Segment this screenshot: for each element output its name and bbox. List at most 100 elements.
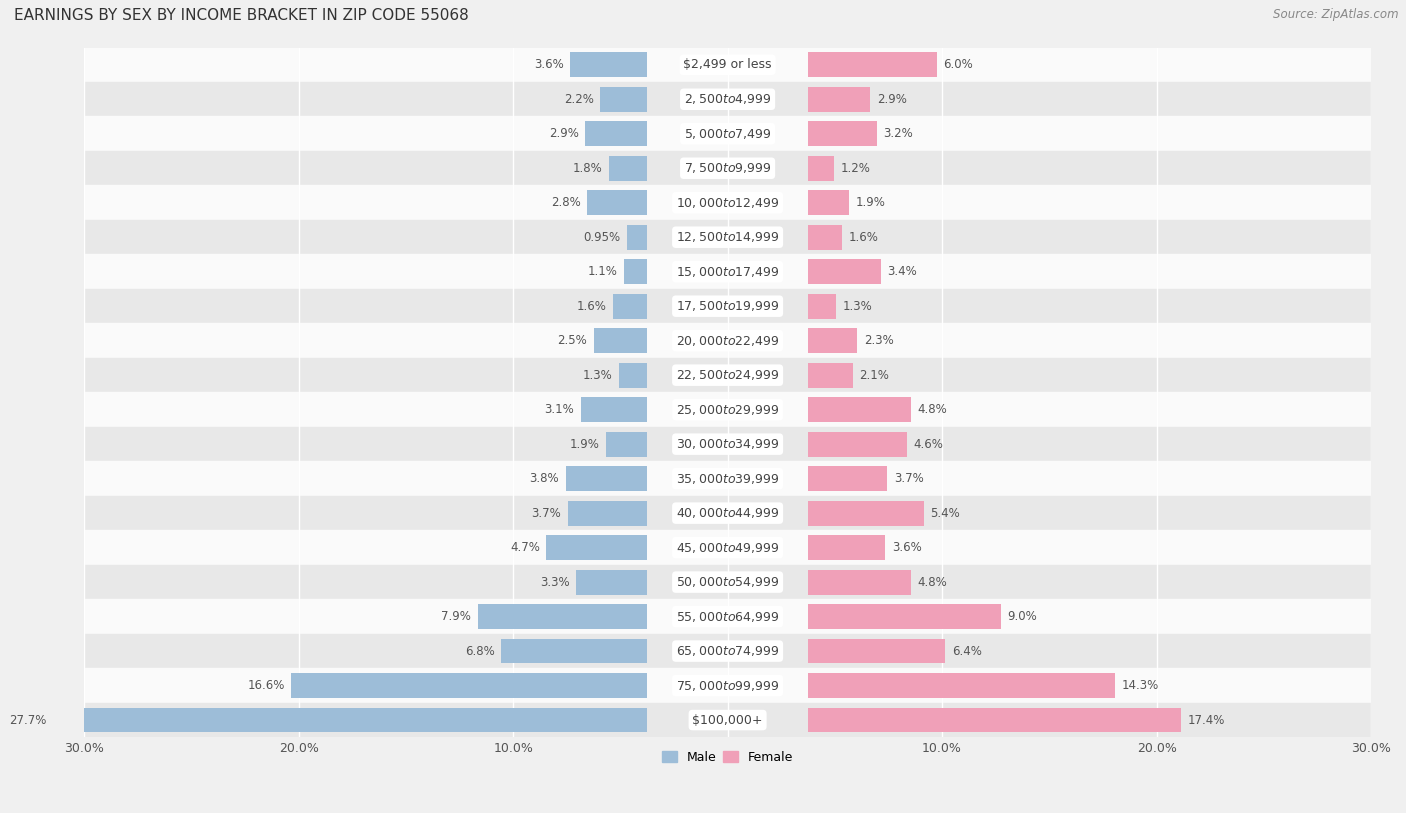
Bar <box>619 363 647 388</box>
Bar <box>576 570 647 594</box>
Text: 1.6%: 1.6% <box>849 231 879 244</box>
Text: 17.4%: 17.4% <box>1188 714 1225 727</box>
Text: $30,000 to $34,999: $30,000 to $34,999 <box>676 437 779 451</box>
Bar <box>84 462 1371 496</box>
Text: $100,000+: $100,000+ <box>692 714 763 727</box>
Text: $22,500 to $24,999: $22,500 to $24,999 <box>676 368 779 382</box>
Bar <box>808 259 882 284</box>
Bar <box>606 432 647 457</box>
Text: 2.9%: 2.9% <box>548 128 578 140</box>
Bar <box>808 707 1181 733</box>
Text: 4.8%: 4.8% <box>918 576 948 589</box>
Legend: Male, Female: Male, Female <box>657 746 799 769</box>
Text: 1.3%: 1.3% <box>842 300 872 313</box>
Text: $12,500 to $14,999: $12,500 to $14,999 <box>676 230 779 244</box>
Text: 14.3%: 14.3% <box>1121 679 1159 692</box>
Bar <box>808 604 1001 629</box>
Text: $2,500 to $4,999: $2,500 to $4,999 <box>683 92 772 107</box>
Text: 2.9%: 2.9% <box>877 93 907 106</box>
Bar <box>547 535 647 560</box>
Bar <box>84 530 1371 565</box>
Bar <box>627 224 647 250</box>
Text: 2.5%: 2.5% <box>557 334 588 347</box>
Text: 2.8%: 2.8% <box>551 196 581 209</box>
Bar <box>808 328 858 353</box>
Text: $35,000 to $39,999: $35,000 to $39,999 <box>676 472 779 485</box>
Text: 1.3%: 1.3% <box>583 368 613 381</box>
Bar <box>478 604 647 629</box>
Text: 9.0%: 9.0% <box>1008 610 1038 623</box>
Text: 2.2%: 2.2% <box>564 93 593 106</box>
Text: 2.1%: 2.1% <box>859 368 890 381</box>
Bar <box>808 52 936 77</box>
Bar <box>808 224 842 250</box>
Text: 4.8%: 4.8% <box>918 403 948 416</box>
Bar <box>84 151 1371 185</box>
Bar <box>593 328 647 353</box>
Bar <box>84 702 1371 737</box>
Text: 3.7%: 3.7% <box>894 472 924 485</box>
Bar <box>502 639 647 663</box>
Bar <box>53 707 647 733</box>
Text: 6.0%: 6.0% <box>943 59 973 72</box>
Bar <box>84 393 1371 427</box>
Bar <box>84 47 1371 82</box>
Text: 7.9%: 7.9% <box>441 610 471 623</box>
Bar <box>613 293 647 319</box>
Bar <box>808 190 849 215</box>
Bar <box>624 259 647 284</box>
Bar <box>585 121 647 146</box>
Text: 3.4%: 3.4% <box>887 265 917 278</box>
Bar <box>84 254 1371 289</box>
Bar <box>808 466 887 491</box>
Bar <box>565 466 647 491</box>
Bar <box>84 324 1371 358</box>
Bar <box>291 673 647 698</box>
Text: 1.9%: 1.9% <box>855 196 886 209</box>
Text: $25,000 to $29,999: $25,000 to $29,999 <box>676 402 779 416</box>
Bar <box>84 116 1371 151</box>
Bar <box>808 639 945 663</box>
Text: 6.4%: 6.4% <box>952 645 981 658</box>
Text: 6.8%: 6.8% <box>465 645 495 658</box>
Bar <box>808 432 907 457</box>
Bar <box>84 358 1371 393</box>
Text: 3.1%: 3.1% <box>544 403 574 416</box>
Bar <box>609 156 647 180</box>
Bar <box>588 190 647 215</box>
Text: 3.3%: 3.3% <box>540 576 569 589</box>
Text: EARNINGS BY SEX BY INCOME BRACKET IN ZIP CODE 55068: EARNINGS BY SEX BY INCOME BRACKET IN ZIP… <box>14 8 468 23</box>
Text: $65,000 to $74,999: $65,000 to $74,999 <box>676 644 779 658</box>
Text: 1.2%: 1.2% <box>841 162 870 175</box>
Bar <box>568 501 647 525</box>
Text: $5,000 to $7,499: $5,000 to $7,499 <box>683 127 772 141</box>
Bar <box>84 634 1371 668</box>
Text: 5.4%: 5.4% <box>931 506 960 520</box>
Text: 1.9%: 1.9% <box>569 437 600 450</box>
Text: Source: ZipAtlas.com: Source: ZipAtlas.com <box>1274 8 1399 21</box>
Text: $17,500 to $19,999: $17,500 to $19,999 <box>676 299 779 313</box>
Text: $75,000 to $99,999: $75,000 to $99,999 <box>676 679 779 693</box>
Bar <box>84 289 1371 324</box>
Bar <box>808 501 924 525</box>
Text: 3.2%: 3.2% <box>883 128 912 140</box>
Bar <box>808 535 886 560</box>
Text: $55,000 to $64,999: $55,000 to $64,999 <box>676 610 779 624</box>
Text: $40,000 to $44,999: $40,000 to $44,999 <box>676 506 779 520</box>
Bar <box>84 82 1371 116</box>
Bar <box>808 570 911 594</box>
Bar <box>808 673 1115 698</box>
Bar <box>808 363 853 388</box>
Text: 3.8%: 3.8% <box>530 472 560 485</box>
Bar <box>84 496 1371 530</box>
Text: $2,499 or less: $2,499 or less <box>683 59 772 72</box>
Text: $20,000 to $22,499: $20,000 to $22,499 <box>676 333 779 348</box>
Text: 1.8%: 1.8% <box>572 162 602 175</box>
Text: 16.6%: 16.6% <box>247 679 284 692</box>
Text: $10,000 to $12,499: $10,000 to $12,499 <box>676 196 779 210</box>
Bar <box>808 293 837 319</box>
Text: 2.3%: 2.3% <box>863 334 894 347</box>
Bar <box>84 565 1371 599</box>
Bar <box>84 185 1371 220</box>
Text: 0.95%: 0.95% <box>583 231 620 244</box>
